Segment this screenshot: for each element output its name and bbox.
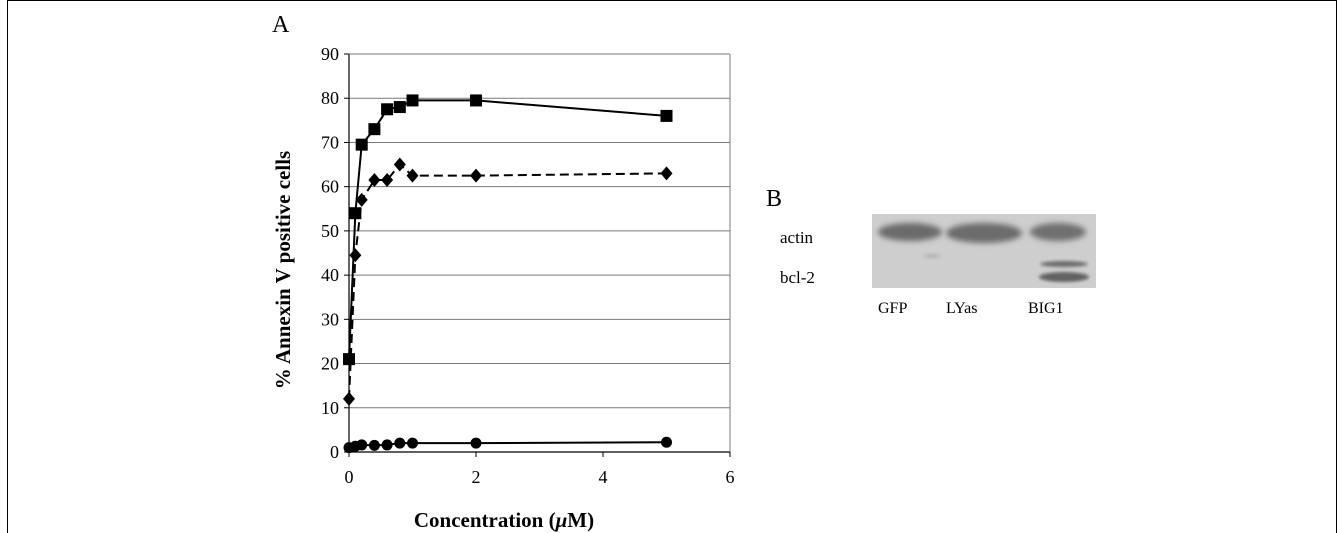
y-tick-label-70: 70	[321, 132, 339, 152]
data-point-diamond-4	[381, 173, 394, 188]
data-point-square-4	[381, 103, 394, 116]
series-line-0	[348, 99, 667, 360]
panel-a-label: A	[272, 12, 290, 38]
y-tick-label-60: 60	[321, 177, 339, 197]
data-point-diamond-0	[343, 391, 355, 406]
western-blot-image	[872, 214, 1096, 288]
panel-b-label: B	[766, 186, 783, 212]
data-point-circle-4	[381, 439, 393, 451]
y-tick-label-80: 80	[321, 88, 339, 108]
lane-label-gfp: GFP	[878, 300, 908, 317]
data-point-square-7	[470, 94, 482, 107]
data-point-square-5	[393, 101, 406, 114]
x-tick-label-6: 6	[726, 467, 735, 487]
data-point-circle-8	[661, 436, 672, 448]
chart-gridlines	[349, 53, 730, 409]
data-point-square-3	[368, 123, 381, 136]
lane-label-lyas: LYas	[946, 300, 978, 317]
data-point-square-0	[343, 353, 355, 366]
data-point-circle-2	[356, 439, 368, 451]
data-point-circle-6	[407, 437, 418, 449]
y-axis-label: % Annexin V positive cells	[271, 151, 295, 389]
data-point-diamond-8	[660, 166, 673, 181]
data-point-circle-3	[368, 439, 380, 451]
y-tick-label-20: 20	[321, 354, 339, 374]
x-axis-label: Concentration (μM)	[414, 508, 594, 532]
data-point-circle-7	[470, 437, 482, 449]
y-tick-label-50: 50	[321, 221, 339, 241]
series-line-1	[348, 163, 667, 399]
y-tick-label-40: 40	[321, 265, 339, 285]
lane-label-big1: BIG1	[1028, 300, 1064, 317]
band-label-bcl2: bcl-2	[780, 268, 815, 287]
x-tick-label-0: 0	[345, 467, 354, 487]
band-label-actin: actin	[780, 228, 814, 247]
data-point-square-2	[355, 138, 368, 151]
data-point-diamond-6	[406, 168, 419, 183]
data-point-circle-5	[394, 437, 406, 449]
data-point-diamond-5	[393, 157, 406, 172]
x-tick-label-2: 2	[472, 467, 481, 487]
y-tick-label-0: 0	[330, 442, 339, 462]
x-axis-label-prefix: Concentration (	[414, 508, 556, 532]
y-tick-label-90: 90	[321, 44, 339, 64]
chart-tick-labels: 0 10 20 30 40 50 60 70 80 90 0 2 4 6	[321, 44, 735, 487]
chart-series	[343, 94, 673, 454]
x-tick-label-4: 4	[599, 467, 608, 487]
data-point-diamond-2	[355, 192, 368, 207]
data-point-square-8	[660, 109, 673, 122]
y-tick-label-10: 10	[321, 398, 339, 418]
data-point-diamond-3	[368, 173, 381, 188]
data-point-square-1	[349, 207, 362, 220]
data-point-diamond-7	[470, 168, 482, 183]
y-tick-label-30: 30	[321, 309, 339, 329]
x-axis-label-mu: μ	[555, 508, 568, 532]
data-point-diamond-1	[349, 248, 362, 263]
x-axis-label-suffix: M)	[567, 508, 594, 532]
data-point-square-6	[406, 94, 419, 107]
figure-frame	[7, 0, 1337, 533]
